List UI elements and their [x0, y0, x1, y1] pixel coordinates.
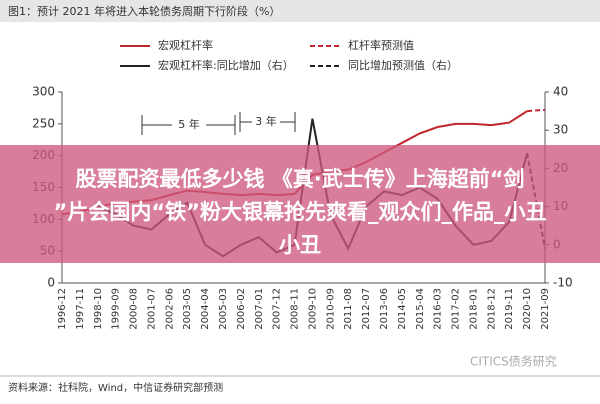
annotation: 5 年: [178, 117, 200, 131]
x-tick-label: 2020-10: [522, 288, 533, 330]
x-tick-label: 2000-08: [129, 288, 140, 330]
x-tick-label: 2011-08: [343, 288, 354, 330]
annotation-3y: [239, 112, 296, 132]
chart-title: 图1：预计 2021 年将进入本轮债务周期下行阶段（%）: [8, 4, 280, 18]
x-tick-label: 2021-09: [540, 288, 551, 330]
x-tick-label: 1998-10: [93, 288, 104, 330]
x-tick-label: 1997-11: [75, 288, 86, 330]
x-tick-label: 2004-04: [200, 288, 211, 330]
x-tick-label: 1999-09: [111, 288, 122, 330]
y2-tick-label: 30: [553, 123, 568, 137]
overlay-line: ”片会国内“铁”粉大银幕抢先爽看_观众们_作品_小丑: [54, 200, 547, 224]
x-tick-label: 2010-09: [325, 288, 336, 330]
x-tick-label: 2016-03: [433, 288, 444, 330]
overlay-line: 小丑: [279, 233, 321, 257]
x-tick-label: 2014-05: [397, 288, 408, 330]
x-tick-label: 2003-05: [182, 288, 193, 330]
x-tick-label: 1996-12: [57, 288, 68, 330]
x-tick-label: 2008-11: [290, 288, 301, 330]
x-tick-label: 2002-06: [164, 288, 175, 330]
overlay-text: 股票配资最低多少钱 《真·武士传》上海超前“剑 ”片会国内“铁”粉大银幕抢先爽看_…: [54, 167, 547, 257]
watermark: CITICS债务研究: [470, 354, 557, 369]
y-tick-label: 300: [32, 85, 55, 99]
x-tick-label: 2006-02: [236, 288, 247, 330]
y-tick-label: 250: [32, 116, 55, 130]
series-line: [527, 108, 546, 113]
title-bar: [0, 0, 600, 22]
x-tick-label: 2018-01: [468, 288, 479, 330]
x-tick-label: 2018-12: [486, 288, 497, 330]
x-tick-label: 2017-02: [451, 288, 462, 330]
annotation-5y: [141, 115, 236, 135]
y2-tick-label: 40: [553, 85, 568, 99]
x-tick-label: 2015-04: [415, 288, 426, 330]
x-tick-label: 2019-11: [504, 288, 515, 330]
x-tick-label: 2009-10: [307, 288, 318, 330]
x-tick-label: 2007-01: [254, 288, 265, 330]
legend-label: 宏观杠杆率:同比增加（右）: [158, 58, 294, 72]
x-tick-label: 2007-12: [272, 288, 283, 330]
source: 资料来源：社科院，Wind，中信证券研究部预测: [8, 381, 223, 394]
overlay-line: 股票配资最低多少钱 《真·武士传》上海超前“剑: [75, 167, 524, 191]
x-tick-label: 2001-07: [146, 288, 157, 330]
overlay-banner: [0, 145, 600, 263]
annotation: 3 年: [255, 114, 277, 128]
y2-tick-label: -10: [553, 276, 573, 290]
x-tick-label: 2013-06: [379, 288, 390, 330]
legend-label: 同比增加预测值（右）: [348, 58, 458, 72]
x-tick-label: 2012-07: [361, 288, 372, 330]
legend-label: 杠杆率预测值: [348, 38, 414, 52]
y-tick-label: 0: [47, 276, 55, 290]
legend-label: 宏观杠杆率: [158, 38, 213, 52]
x-tick-label: 2005-03: [218, 288, 229, 330]
